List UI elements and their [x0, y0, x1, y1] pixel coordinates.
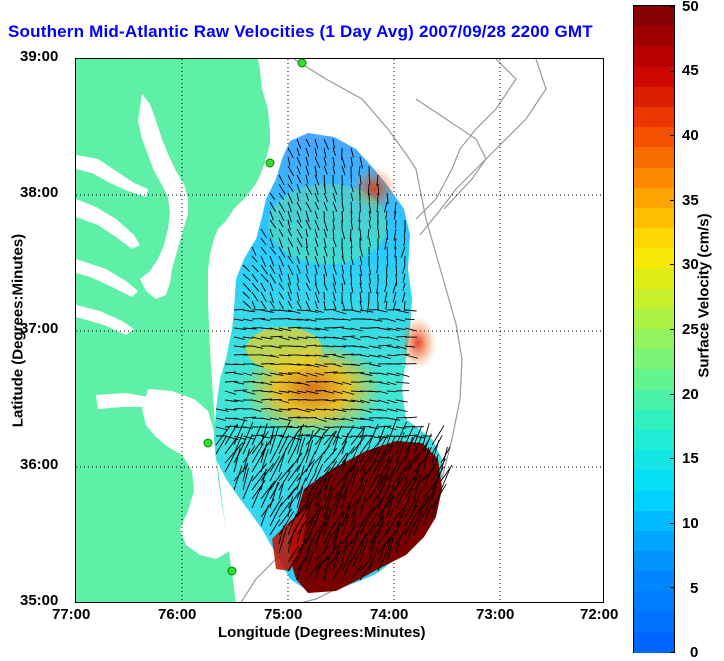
colorbar-tick-mark	[670, 6, 675, 7]
colorbar-band	[634, 26, 674, 47]
colorbar-label: Surface Velocity (cm/s)	[696, 186, 713, 406]
y-tick-label: 36:00	[20, 456, 58, 473]
radar-site-marker	[228, 567, 236, 575]
colorbar-tick-label: 25	[682, 321, 699, 338]
x-tick-label: 73:00	[476, 606, 514, 623]
map-plot-area	[75, 58, 604, 603]
colorbar-tick-mark	[670, 587, 675, 588]
colorbar-band	[634, 349, 674, 370]
colorbar-band	[634, 551, 674, 572]
velocity-vector	[288, 346, 298, 347]
colorbar-tick-label: 40	[682, 127, 699, 144]
colorbar-band	[634, 127, 674, 148]
colorbar-band	[634, 329, 674, 350]
radar-site-marker	[298, 59, 306, 67]
velocity-vector	[324, 319, 334, 320]
x-tick-label: 72:00	[580, 606, 618, 623]
colorbar-band	[634, 188, 674, 209]
colorbar-tick-label: 30	[682, 256, 699, 273]
velocity-vector	[360, 337, 369, 338]
warm-ne-2	[400, 317, 436, 369]
colorbar-tick-mark	[670, 200, 675, 201]
radar-site-marker	[266, 159, 274, 167]
colorbar-band	[634, 248, 674, 269]
colorbar-band	[634, 6, 674, 27]
colorbar-band	[634, 67, 674, 88]
colorbar-band	[634, 491, 674, 512]
y-axis-label: Latitude (Degrees:Minutes)	[10, 221, 27, 441]
colorbar-band	[634, 591, 674, 612]
velocity-vector	[288, 409, 298, 410]
velocity-vector	[396, 220, 397, 228]
colorbar-band	[634, 612, 674, 633]
colorbar-band	[634, 268, 674, 289]
x-axis-label: Longitude (Degrees:Minutes)	[218, 624, 426, 641]
colorbar-tick-label: 5	[690, 580, 698, 597]
colorbar-band	[634, 309, 674, 330]
velocity-vector	[279, 319, 290, 320]
colorbar-band	[634, 470, 674, 491]
colorbar-tick-label: 20	[682, 386, 699, 403]
colorbar-band	[634, 228, 674, 249]
colorbar-tick-label: 0	[690, 644, 698, 661]
colorbar-tick-mark	[670, 71, 675, 72]
x-tick-label: 76:00	[158, 606, 196, 623]
colorbar-band	[634, 632, 674, 653]
colorbar-tick-label: 45	[682, 62, 699, 79]
colorbar-tick-mark	[670, 264, 675, 265]
colorbar-tick-mark	[670, 523, 675, 524]
colorbar-tick-label: 50	[682, 0, 699, 15]
velocity-vector	[342, 373, 351, 374]
y-tick-label: 38:00	[20, 184, 58, 201]
colorbar-tick-mark	[670, 458, 675, 459]
colorbar-tick-mark	[670, 394, 675, 395]
colorbar-band	[634, 390, 674, 411]
velocity-vector	[306, 418, 316, 419]
colorbar-band	[634, 410, 674, 431]
colorbar-band	[634, 87, 674, 108]
y-tick-label: 39:00	[20, 48, 58, 65]
colorbar-tick-label: 15	[682, 450, 699, 467]
velocity-vector	[261, 408, 271, 409]
colorbar-tick-label: 35	[682, 192, 699, 209]
velocity-vector	[288, 399, 298, 400]
map-svg	[76, 59, 604, 603]
velocity-vector	[297, 400, 307, 401]
colorbar-band	[634, 147, 674, 168]
velocity-vector	[297, 418, 307, 419]
colorbar-band	[634, 511, 674, 532]
velocity-vector	[324, 382, 333, 383]
colorbar	[633, 5, 675, 653]
colorbar-band	[634, 289, 674, 310]
colorbar-band	[634, 571, 674, 592]
colorbar-band	[634, 430, 674, 451]
velocity-vector	[351, 355, 361, 356]
colorbar-band	[634, 369, 674, 390]
colorbar-band	[634, 168, 674, 189]
x-tick-label: 75:00	[264, 606, 302, 623]
colorbar-band	[634, 208, 674, 229]
velocity-vector	[324, 427, 334, 428]
colorbar-band	[634, 107, 674, 128]
colorbar-band	[634, 531, 674, 552]
colorbar-tick-label: 10	[682, 515, 699, 532]
velocity-vector	[333, 319, 343, 320]
velocity-vector	[369, 328, 380, 329]
x-tick-label: 74:00	[370, 606, 408, 623]
velocity-vector	[279, 382, 288, 383]
colorbar-tick-mark	[670, 329, 675, 330]
velocity-vector	[369, 309, 379, 310]
colorbar-tick-mark	[670, 652, 675, 653]
x-tick-label: 77:00	[52, 606, 90, 623]
colorbar-band	[634, 46, 674, 67]
velocity-vector	[396, 417, 407, 418]
radar-site-marker	[204, 439, 212, 447]
velocity-vector	[405, 319, 415, 320]
velocity-vector	[351, 175, 352, 183]
colorbar-band	[634, 450, 674, 471]
chart-title: Southern Mid-Atlantic Raw Velocities (1 …	[8, 22, 593, 42]
velocity-vector	[387, 220, 388, 230]
colorbar-tick-mark	[670, 135, 675, 136]
velocity-vector	[377, 292, 378, 301]
